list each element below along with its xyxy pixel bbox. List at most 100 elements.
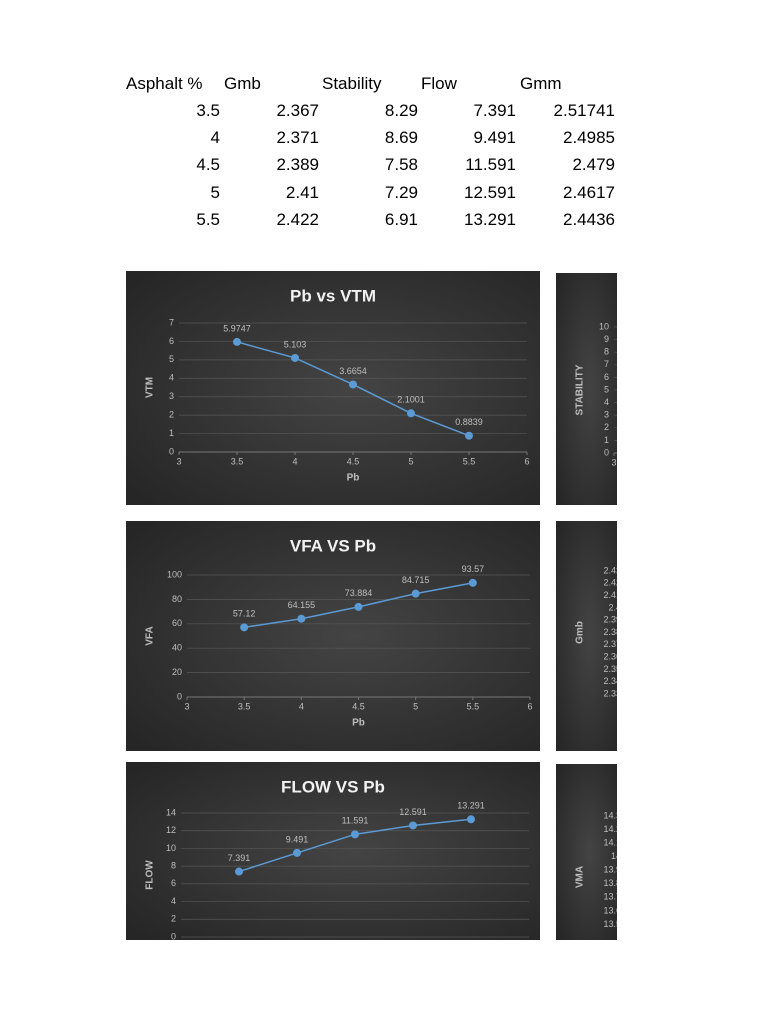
y-axis-label: VMA <box>575 866 586 888</box>
table-cell: 5.5 <box>196 209 220 229</box>
chart-background <box>126 271 540 505</box>
y-tick-label: 6 <box>604 372 609 382</box>
table-cell: 6.91 <box>384 209 418 229</box>
table-cell: 12.591 <box>464 182 516 202</box>
chart: 2.33 2.34 2.35 2.36 2.37 2.38 2.39 2.4 2.41 2.42 2… <box>556 521 617 751</box>
y-tick-label: 2.37 <box>603 639 617 649</box>
y-tick-label: 14.3 <box>603 810 617 820</box>
x-tick-label: 3 <box>611 457 616 467</box>
chart: 0 1 2 3 4 5 6 7 8 9 10 3 STABILITY <box>556 273 617 505</box>
table-header: Stability <box>322 74 382 93</box>
data-label: 11.591 <box>342 816 369 826</box>
y-tick-label: 1 <box>169 428 174 438</box>
y-tick-label: 10 <box>599 321 609 331</box>
table-header: Asphalt % <box>126 74 203 93</box>
y-tick-label: 5 <box>169 354 174 364</box>
chart: VFA VS Pb 0 20 40 60 80 100 3 3.5 4 4.5 5 5.5 6 Pb VFA 5… <box>126 521 540 751</box>
y-tick-label: 4 <box>604 397 609 407</box>
x-tick-label: 5 <box>413 701 418 711</box>
point <box>354 602 363 611</box>
y-tick-label: 40 <box>172 643 182 653</box>
y-tick-label: 80 <box>172 594 182 604</box>
x-tick-label: 5 <box>408 456 413 466</box>
table-cell: 2.422 <box>276 209 319 229</box>
chart-background <box>126 762 540 940</box>
point <box>235 867 243 876</box>
y-tick-label: 13.5 <box>603 919 617 929</box>
y-tick-label: 10 <box>166 843 176 853</box>
table-cell: 2.4985 <box>563 128 615 148</box>
x-tick-label: 4.5 <box>352 701 365 711</box>
y-tick-label: 13.7 <box>603 892 617 902</box>
chart: 13.5 13.6 13.7 13.8 13.9 14 14.1 14.2 14.3 VMA <box>556 764 617 940</box>
y-tick-label: 3 <box>169 391 174 401</box>
y-tick-label: 14.2 <box>603 824 617 834</box>
table-cell: 2.41 <box>285 182 319 202</box>
point <box>349 380 357 389</box>
y-tick-label: 6 <box>169 336 174 346</box>
y-tick-label: 2.42 <box>603 578 617 588</box>
y-tick-label: 2.33 <box>603 688 617 698</box>
y-tick-label: 2.38 <box>603 627 617 637</box>
table-cell: 7.391 <box>473 101 516 120</box>
data-label: 3.6654 <box>339 366 367 376</box>
point <box>467 815 475 824</box>
point <box>468 578 477 587</box>
data-label: 64.155 <box>288 600 316 610</box>
chart-title: FLOW VS Pb <box>281 777 385 796</box>
table-cell: 8.29 <box>384 101 418 120</box>
x-tick-label: 6 <box>527 701 532 711</box>
x-tick-label: 3 <box>184 701 189 711</box>
point <box>297 614 306 623</box>
x-tick-label: 3.5 <box>238 701 251 711</box>
data-label: 13.291 <box>457 801 485 811</box>
data-label: 5.9747 <box>223 323 251 333</box>
y-tick-label: 2.34 <box>603 676 617 686</box>
y-tick-label: 6 <box>171 878 176 888</box>
point <box>291 353 299 362</box>
table-cell: 13.291 <box>464 209 516 229</box>
table-cell: 8.69 <box>384 128 418 148</box>
y-tick-label: 20 <box>172 667 182 677</box>
y-axis-label: VFA <box>145 626 156 645</box>
chart-title: VFA VS Pb <box>290 536 376 555</box>
chart-background <box>556 764 617 940</box>
chart: Pb vs VTM 0 1 2 3 4 5 6 7 3 3.5 4 4.5 5 5.5 6 Pb VTM 5.974… <box>126 271 540 505</box>
y-tick-label: 2.35 <box>603 664 617 674</box>
y-tick-label: 9 <box>604 334 609 344</box>
x-tick-label: 3 <box>176 456 181 466</box>
table-header: Flow <box>421 74 457 93</box>
y-tick-label: 0 <box>177 691 182 701</box>
point <box>351 830 359 839</box>
x-tick-label: 6 <box>524 456 529 466</box>
y-tick-label: 7 <box>169 317 174 327</box>
table-cell: 4 <box>210 128 220 148</box>
y-axis-label: VTM <box>145 377 156 398</box>
x-tick-label: 5.5 <box>463 456 476 466</box>
chart: FLOW VS Pb 0 2 4 6 8 10 12 14 FLOW 7.391 9.491 11.59… <box>126 762 540 940</box>
y-tick-label: 8 <box>604 347 609 357</box>
y-tick-label: 14 <box>166 807 176 817</box>
y-tick-label: 8 <box>171 861 176 871</box>
chart-title: Pb vs VTM <box>290 286 376 305</box>
chart-background <box>556 521 617 751</box>
chart-background <box>126 521 540 751</box>
point <box>233 337 241 346</box>
y-tick-label: 2 <box>604 422 609 432</box>
table-cell: 7.29 <box>384 182 418 202</box>
data-label: 12.591 <box>399 807 427 817</box>
point <box>409 821 417 830</box>
y-tick-label: 2.41 <box>603 590 617 600</box>
table-cell: 2.4617 <box>563 182 615 202</box>
x-tick-label: 4.5 <box>347 456 360 466</box>
y-tick-label: 0 <box>171 931 176 940</box>
y-tick-label: 13.9 <box>603 865 617 875</box>
y-tick-label: 2.4 <box>608 602 617 612</box>
y-tick-label: 4 <box>169 373 174 383</box>
table-header: Gmm <box>520 74 562 93</box>
y-tick-label: 13.6 <box>603 905 617 915</box>
data-label: 57.12 <box>233 609 256 619</box>
table-cell: 2.367 <box>276 101 319 120</box>
data-label: 0.8839 <box>455 417 483 427</box>
